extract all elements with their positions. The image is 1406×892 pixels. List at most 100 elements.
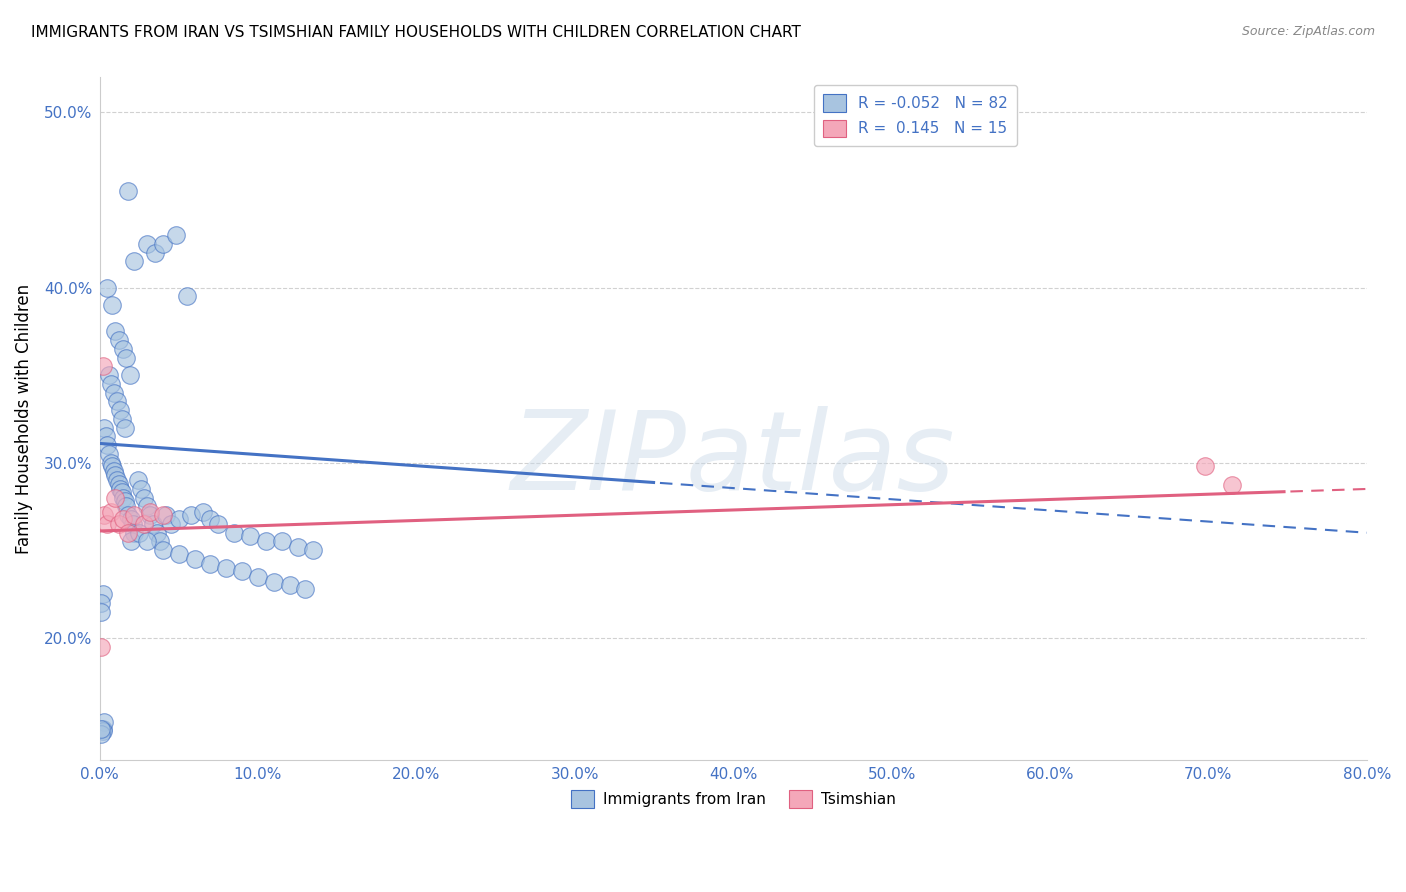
Point [115, 500, 138, 514]
Point [114, 420, 136, 434]
Point [107, 476, 129, 491]
Point [96, 438, 118, 452]
Point [302, 543, 325, 558]
Point [152, 508, 174, 523]
Point [152, 236, 174, 251]
Point [90, 596, 112, 610]
Point [278, 578, 301, 592]
Point [105, 473, 128, 487]
Point [90, 722, 112, 736]
Point [263, 574, 285, 589]
Point [149, 534, 172, 549]
Point [231, 564, 253, 578]
Point [101, 298, 124, 312]
Point [111, 485, 134, 500]
Point [100, 376, 122, 391]
Point [136, 534, 159, 549]
Point [117, 508, 139, 523]
Point [104, 491, 127, 505]
Point [101, 459, 124, 474]
Point [108, 482, 131, 496]
Point [90, 605, 112, 619]
Point [136, 236, 159, 251]
Point [155, 508, 177, 523]
Point [139, 505, 162, 519]
Point [142, 516, 165, 531]
Point [124, 508, 146, 523]
Point [136, 500, 159, 514]
Point [124, 525, 146, 540]
Text: ZIPatlas: ZIPatlas [510, 407, 956, 514]
Point [207, 516, 229, 531]
Point [91, 722, 114, 736]
Point [96, 280, 118, 294]
Point [105, 394, 128, 409]
Point [132, 491, 155, 505]
Point [107, 516, 129, 531]
Point [124, 254, 146, 268]
Point [270, 534, 292, 549]
Point [200, 558, 222, 572]
Legend: Immigrants from Iran, Tsimshian: Immigrants from Iran, Tsimshian [565, 784, 901, 814]
Point [120, 512, 142, 526]
Point [160, 516, 183, 531]
Point [104, 467, 127, 482]
Point [191, 505, 214, 519]
Point [145, 525, 167, 540]
Point [246, 569, 269, 583]
Point [108, 403, 131, 417]
Point [91, 359, 114, 374]
Point [90, 640, 112, 654]
Point [239, 529, 262, 543]
Point [129, 482, 152, 496]
Point [117, 525, 139, 540]
Point [167, 512, 190, 526]
Point [93, 714, 115, 729]
Point [112, 491, 135, 505]
Point [215, 561, 238, 575]
Point [287, 540, 309, 554]
Point [176, 289, 198, 303]
Point [91, 723, 114, 738]
Point [98, 368, 121, 383]
Point [120, 534, 142, 549]
Point [143, 245, 166, 260]
Point [104, 324, 127, 338]
Point [200, 512, 222, 526]
Point [103, 465, 125, 479]
Point [165, 228, 187, 243]
Point [93, 508, 115, 523]
Point [1194, 459, 1216, 474]
Text: IMMIGRANTS FROM IRAN VS TSIMSHIAN FAMILY HOUSEHOLDS WITH CHILDREN CORRELATION CH: IMMIGRANTS FROM IRAN VS TSIMSHIAN FAMILY… [31, 25, 801, 40]
Point [224, 525, 246, 540]
Point [183, 552, 205, 566]
Point [254, 534, 277, 549]
Point [103, 385, 125, 400]
Point [128, 525, 150, 540]
Y-axis label: Family Households with Children: Family Households with Children [15, 284, 32, 554]
Point [114, 494, 136, 508]
Point [180, 508, 202, 523]
Point [118, 368, 141, 383]
Point [93, 420, 115, 434]
Point [152, 543, 174, 558]
Point [111, 412, 134, 426]
Point [112, 512, 135, 526]
Text: Source: ZipAtlas.com: Source: ZipAtlas.com [1241, 25, 1375, 38]
Point [107, 333, 129, 347]
Point [112, 342, 135, 356]
Point [98, 447, 121, 461]
Point [96, 516, 118, 531]
Point [167, 547, 190, 561]
Point [139, 508, 162, 523]
Point [94, 429, 117, 443]
Point [294, 582, 316, 596]
Point [90, 727, 112, 741]
Point [117, 184, 139, 198]
Point [121, 516, 143, 531]
Point [132, 516, 155, 531]
Point [100, 505, 122, 519]
Point [1220, 478, 1243, 492]
Point [91, 587, 114, 601]
Point [115, 351, 138, 365]
